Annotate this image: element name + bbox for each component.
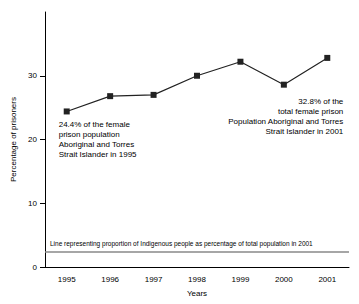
svg-text:1997: 1997 — [145, 275, 163, 284]
svg-text:10: 10 — [28, 199, 37, 208]
svg-text:24.4% of the female: 24.4% of the female — [59, 120, 131, 129]
svg-text:2000: 2000 — [275, 275, 293, 284]
svg-text:0: 0 — [33, 263, 38, 272]
svg-text:total female prison: total female prison — [278, 107, 343, 116]
svg-text:Strait Islander in 2001: Strait Islander in 2001 — [265, 127, 343, 136]
svg-text:Aboriginal and Torres: Aboriginal and Torres — [59, 140, 134, 149]
svg-text:Percentage of prisoners: Percentage of prisoners — [9, 97, 18, 182]
svg-text:1996: 1996 — [101, 275, 119, 284]
svg-text:prison population: prison population — [59, 130, 120, 139]
svg-text:20: 20 — [28, 135, 37, 144]
svg-text:1995: 1995 — [58, 275, 76, 284]
svg-text:Strait Islander in 1995: Strait Islander in 1995 — [59, 150, 137, 159]
svg-text:32.8% of the: 32.8% of the — [298, 97, 343, 106]
svg-text:30: 30 — [28, 71, 37, 80]
svg-text:1998: 1998 — [188, 275, 206, 284]
svg-text:1999: 1999 — [232, 275, 250, 284]
svg-text:Line representing proportion o: Line representing proportion of Indigeno… — [50, 240, 313, 248]
svg-text:Population Aboriginal and Torr: Population Aboriginal and Torres — [228, 117, 343, 126]
svg-text:Years: Years — [187, 289, 207, 298]
svg-text:2001: 2001 — [318, 275, 336, 284]
